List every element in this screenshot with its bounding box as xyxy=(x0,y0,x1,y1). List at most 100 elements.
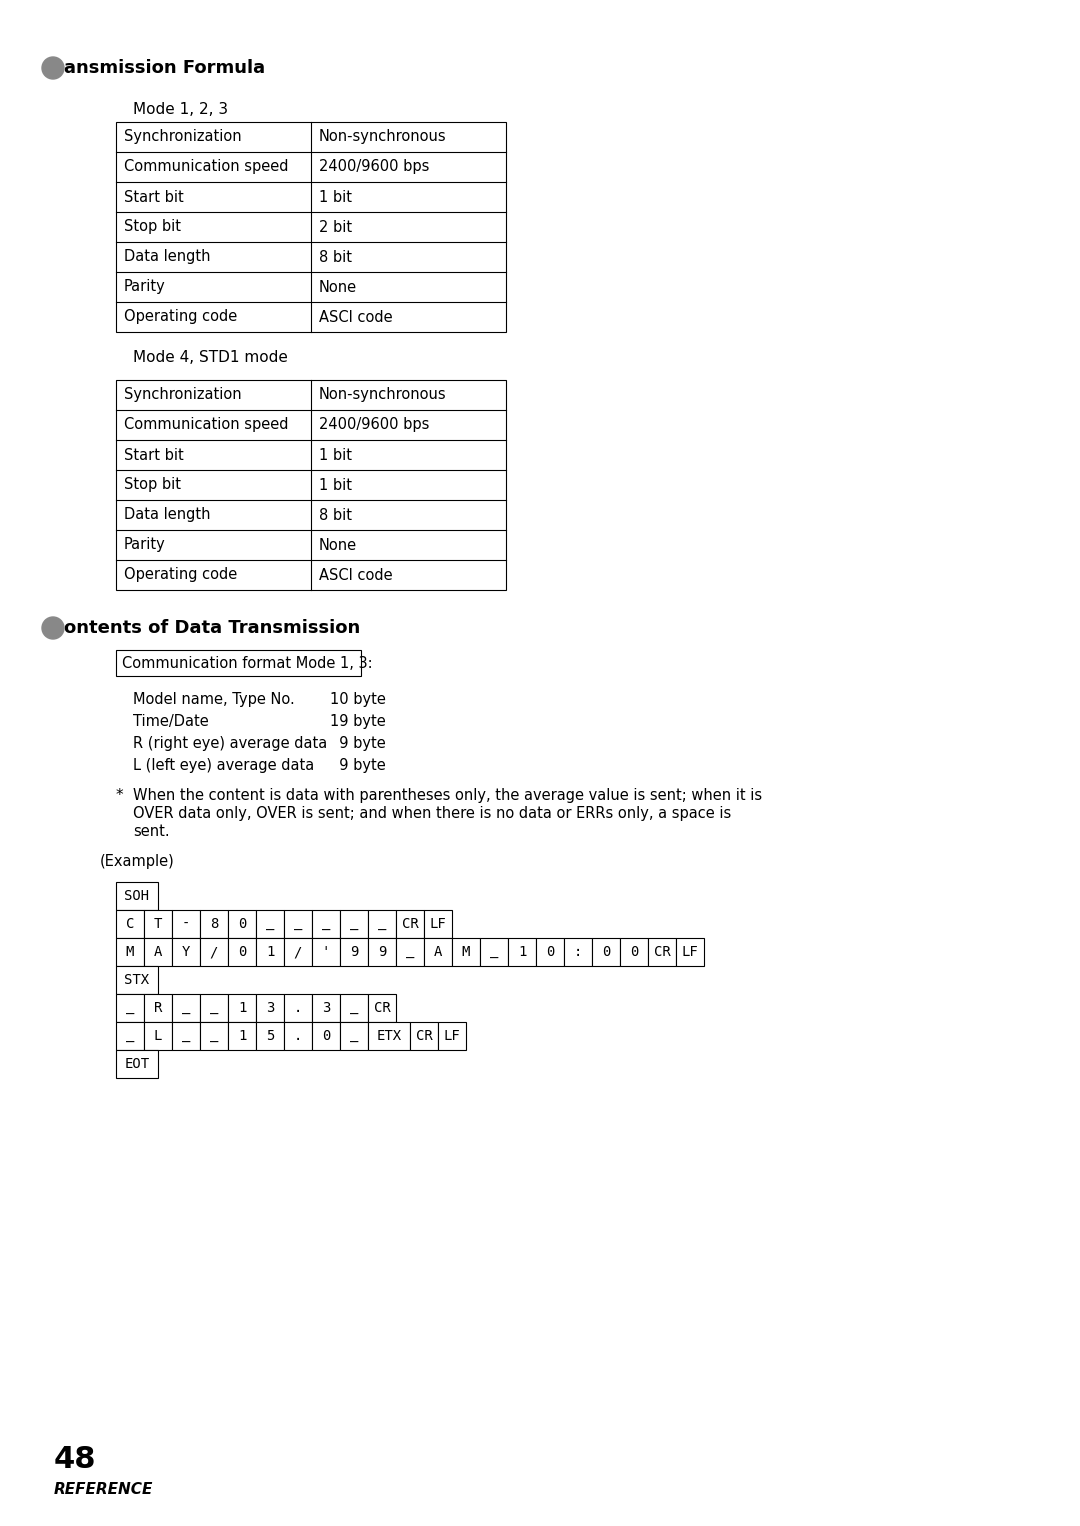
Text: _: _ xyxy=(378,917,387,931)
Text: When the content is data with parentheses only, the average value is sent; when : When the content is data with parenthese… xyxy=(133,787,762,803)
Bar xyxy=(116,909,144,938)
Text: _: _ xyxy=(266,917,274,931)
Text: 1 bit: 1 bit xyxy=(319,447,352,462)
Text: Communication format Mode 1, 3:: Communication format Mode 1, 3: xyxy=(122,656,373,670)
Text: A: A xyxy=(434,945,442,958)
Text: Mode 4, STD1 mode: Mode 4, STD1 mode xyxy=(133,349,288,365)
Bar xyxy=(480,938,508,966)
Bar xyxy=(228,1022,256,1050)
Text: None: None xyxy=(319,279,357,295)
Text: 1: 1 xyxy=(517,945,526,958)
Text: 9 byte: 9 byte xyxy=(330,736,386,751)
Bar xyxy=(200,993,228,1022)
Text: 0: 0 xyxy=(238,945,246,958)
Bar xyxy=(116,938,144,966)
Bar xyxy=(438,1022,465,1050)
Text: 1: 1 xyxy=(238,1001,246,1015)
Text: _: _ xyxy=(490,945,498,958)
Text: 9 byte: 9 byte xyxy=(330,758,386,774)
Text: ansmission Formula: ansmission Formula xyxy=(64,60,265,76)
Text: Data length: Data length xyxy=(124,508,211,522)
Text: ETX: ETX xyxy=(377,1029,402,1042)
Text: 9: 9 xyxy=(350,945,359,958)
Text: /: / xyxy=(210,945,218,958)
Text: 3: 3 xyxy=(266,1001,274,1015)
Text: M: M xyxy=(125,945,134,958)
Text: Communication speed: Communication speed xyxy=(124,160,288,174)
Bar xyxy=(116,122,507,333)
Bar xyxy=(284,909,312,938)
Text: 8 bit: 8 bit xyxy=(319,249,352,264)
Text: 1 bit: 1 bit xyxy=(319,189,352,204)
Text: STX: STX xyxy=(124,974,149,987)
Bar xyxy=(116,380,507,591)
Text: :: : xyxy=(573,945,582,958)
Bar xyxy=(340,1022,368,1050)
Bar xyxy=(144,1022,172,1050)
Bar xyxy=(144,993,172,1022)
Text: Parity: Parity xyxy=(124,279,165,295)
Text: _: _ xyxy=(181,1029,190,1042)
Text: CR: CR xyxy=(416,1029,432,1042)
Bar xyxy=(676,938,704,966)
Bar xyxy=(410,1022,438,1050)
Text: 0: 0 xyxy=(602,945,610,958)
Text: -: - xyxy=(181,917,190,931)
Text: CR: CR xyxy=(402,917,418,931)
Text: LF: LF xyxy=(430,917,446,931)
Bar xyxy=(508,938,536,966)
Bar xyxy=(116,1022,144,1050)
Text: Non-synchronous: Non-synchronous xyxy=(319,388,447,403)
Text: _: _ xyxy=(406,945,415,958)
Bar xyxy=(453,938,480,966)
Text: Stop bit: Stop bit xyxy=(124,220,181,235)
Text: 1: 1 xyxy=(266,945,274,958)
Text: _: _ xyxy=(125,1029,134,1042)
Bar xyxy=(200,909,228,938)
Bar xyxy=(256,993,284,1022)
Bar xyxy=(200,938,228,966)
Text: _: _ xyxy=(210,1001,218,1015)
Text: CR: CR xyxy=(374,1001,390,1015)
Text: T: T xyxy=(153,917,162,931)
Text: 1 bit: 1 bit xyxy=(319,478,352,493)
Text: L (left eye) average data: L (left eye) average data xyxy=(133,758,314,774)
Bar xyxy=(396,909,424,938)
Bar xyxy=(592,938,620,966)
Text: _: _ xyxy=(350,917,359,931)
Text: _: _ xyxy=(181,1001,190,1015)
Text: _: _ xyxy=(125,1001,134,1015)
Text: Synchronization: Synchronization xyxy=(124,388,242,403)
Text: Synchronization: Synchronization xyxy=(124,130,242,145)
Circle shape xyxy=(42,56,64,79)
Text: /: / xyxy=(294,945,302,958)
Bar xyxy=(256,1022,284,1050)
Text: 1: 1 xyxy=(238,1029,246,1042)
Text: 3: 3 xyxy=(322,1001,330,1015)
Text: 2400/9600 bps: 2400/9600 bps xyxy=(319,418,430,432)
Text: 2 bit: 2 bit xyxy=(319,220,352,235)
Text: R (right eye) average data: R (right eye) average data xyxy=(133,736,327,751)
Text: L: L xyxy=(153,1029,162,1042)
Text: M: M xyxy=(462,945,470,958)
Bar xyxy=(200,1022,228,1050)
Text: _: _ xyxy=(350,1029,359,1042)
Bar xyxy=(116,650,361,676)
Text: LF: LF xyxy=(444,1029,460,1042)
Bar xyxy=(116,966,158,993)
Text: _: _ xyxy=(210,1029,218,1042)
Text: *: * xyxy=(116,787,123,803)
Text: Operating code: Operating code xyxy=(124,310,238,325)
Text: 8 bit: 8 bit xyxy=(319,508,352,522)
Bar xyxy=(144,909,172,938)
Text: 0: 0 xyxy=(238,917,246,931)
Text: Start bit: Start bit xyxy=(124,447,184,462)
Text: Model name, Type No.: Model name, Type No. xyxy=(133,691,295,707)
Text: REFERENCE: REFERENCE xyxy=(54,1482,153,1497)
Text: None: None xyxy=(319,537,357,552)
Text: _: _ xyxy=(322,917,330,931)
Bar xyxy=(172,938,200,966)
Text: Non-synchronous: Non-synchronous xyxy=(319,130,447,145)
Bar xyxy=(172,1022,200,1050)
Bar xyxy=(284,993,312,1022)
